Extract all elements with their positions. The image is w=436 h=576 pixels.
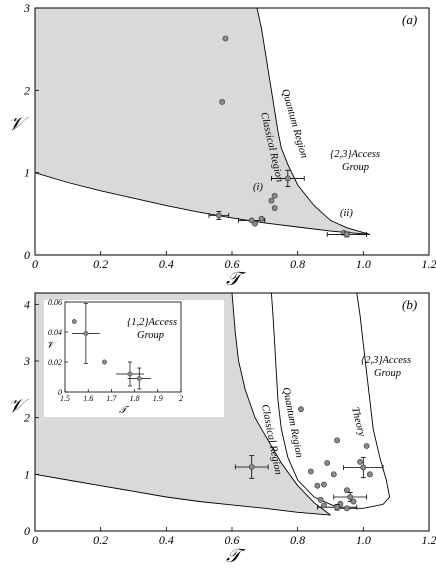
panel-b-data-point (321, 481, 327, 488)
panel-b-inset: 1.5 1.6 1.7 1.8 1.9 2 0 0.02 0.04 0.06 {1,2}Acces… (44, 298, 224, 417)
panel-b-data-point (334, 437, 340, 444)
panel-b-xtick-label: 0 (32, 533, 38, 547)
panel-b-data-point (317, 496, 324, 503)
panel-b-group-label: {2,3}Access Group (361, 355, 414, 379)
panel-b-ytick-label: 1 (24, 467, 30, 481)
inset-xtick-label: 1.9 (153, 394, 163, 403)
panel-a-data-point (215, 212, 222, 219)
panel-a-label: (a) (402, 12, 417, 27)
panel-a-data-point (271, 192, 278, 199)
panel-b-data-point (347, 494, 354, 500)
panel-a-data-point (258, 215, 265, 222)
inset-xlabel: 𝒯 (119, 405, 130, 416)
inset-xtick-label: 1.8 (130, 394, 140, 403)
panel-a-data-point (271, 205, 278, 211)
panel-b-ytick-label: 0 (24, 524, 30, 538)
panel-a-xtick-label: 0.2 (93, 257, 108, 271)
inset-group-line2: Group (137, 330, 164, 341)
panel-b-data-point (366, 471, 373, 478)
panel-b-data-point (363, 443, 370, 449)
panel-a-data-point (252, 220, 258, 227)
inset-data-point (101, 359, 107, 365)
panel-b-theory-outer-curve (340, 292, 391, 509)
panel-b-lower-boundary-curve (34, 473, 331, 516)
panel-b-data-point (314, 482, 321, 489)
panel-b-ytick-label: 2 (24, 411, 30, 425)
panel-b-xtick-label: 1.2 (422, 533, 436, 547)
inset-xtick-label: 1.6 (83, 394, 93, 403)
panel-b-xtick-label: 0.4 (159, 533, 174, 547)
panel-a-group-line1: {2,3}Access (330, 149, 380, 160)
panel-b-data-point (298, 406, 304, 413)
panel-b-data-point (334, 504, 340, 511)
panel-a-lower-boundary-curve (34, 172, 370, 235)
panel-b-xtick-label: 0.8 (290, 533, 305, 547)
inset-frame (64, 301, 182, 393)
panel-b-data-point (330, 471, 337, 478)
panel-a-xtick-label: 0.4 (159, 257, 174, 271)
inset-data-point (127, 371, 133, 377)
panel-a-data-point (344, 231, 350, 238)
panel-b-data-point (324, 460, 331, 466)
panel-a-ytick-label: 2 (24, 83, 30, 97)
panel-b-data-point (248, 464, 255, 470)
inset-ytick-label: 0.02 (48, 358, 62, 367)
inset-ylabel: 𝒱 (46, 340, 58, 351)
inset-data-point (71, 319, 77, 324)
panel-b-data-point (307, 468, 314, 475)
panel-b-xtick-label: 0.6 (225, 533, 240, 547)
panel-b-ytick-label: 4 (24, 297, 30, 311)
panel-a-xtick-label: 0 (32, 257, 38, 271)
panel-b-data-point (350, 498, 357, 505)
inset-ytick-label: 0 (58, 388, 62, 397)
panel-a-xtick-label: 0.6 (225, 257, 240, 271)
panel-a-data-point (284, 175, 291, 182)
panel-b-group-line2: Group (374, 368, 401, 379)
panel-b-xtick-label: 1.0 (356, 533, 371, 547)
panel-a-ytick-label: 3 (23, 1, 30, 15)
panel-b-data-point (357, 458, 363, 465)
panel-b-data-point (344, 505, 350, 512)
inset-xtick-label: 1.7 (106, 394, 117, 403)
inset-xtick-label: 1.5 (60, 394, 70, 403)
inset-data-point (136, 376, 142, 381)
panel-b-xtick-label: 0.2 (93, 533, 108, 547)
inset-data-point (83, 331, 89, 336)
panel-b-upper-boundary-curve (231, 292, 331, 516)
panel-b-ytick-label: 3 (23, 354, 30, 368)
panel-a-ytick-label: 0 (24, 248, 30, 262)
panel-a-xtick-label: 1.2 (422, 257, 436, 271)
inset-xtick-label: 2 (179, 394, 183, 403)
panel-a-data-point (222, 35, 229, 42)
panel-b-data-point (360, 464, 367, 471)
panel-b-data-point (321, 502, 327, 509)
panel-b-data-point (344, 487, 350, 494)
panel-b-group-line1: {2,3}Access (361, 355, 411, 366)
inset-ytick-label: 0.06 (48, 298, 62, 307)
panel-a-xtick-label: 1.0 (356, 257, 371, 271)
marker-ii-label: (ii) (340, 208, 353, 219)
panel-a-group-line2: Group (342, 162, 369, 173)
panel-b-label: (b) (402, 297, 417, 312)
panel-a-ytick-label: 1 (24, 166, 30, 180)
inset-group-label: {1,2}Access Group (127, 317, 180, 341)
panel-a-data-point (219, 98, 226, 105)
panel-a-group-label: {2,3}Access Group (330, 149, 383, 173)
panel-a-data-point (268, 197, 275, 204)
panel-a-xtick-label: 0.8 (290, 257, 305, 271)
inset-group-line1: {1,2}Access (127, 317, 177, 328)
panel-a-upper-boundary-curve (256, 7, 371, 235)
inset-ytick-label: 0.04 (48, 328, 62, 337)
marker-i-label: (i) (253, 182, 263, 193)
